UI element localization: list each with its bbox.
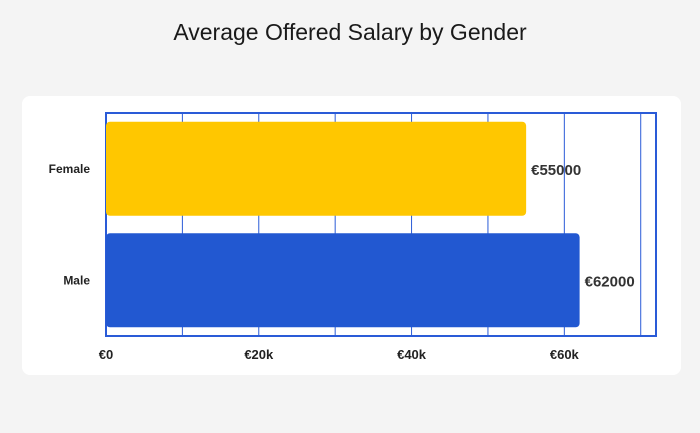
- x-tick-label: €20k: [244, 347, 274, 362]
- x-tick-label: €0: [99, 347, 113, 362]
- x-tick-label: €40k: [397, 347, 427, 362]
- x-tick-label: €60k: [550, 347, 580, 362]
- category-label-male: Male: [63, 273, 90, 287]
- data-label-female: €55000: [531, 162, 581, 179]
- plot-frame: [105, 112, 657, 337]
- data-label-male: €62000: [585, 273, 635, 290]
- bar-male: [106, 233, 580, 328]
- bar-female: [106, 121, 527, 216]
- category-label-female: Female: [49, 162, 91, 176]
- chart-card: Female €55000 Male €62000 €0 €20k €40k €60k: [22, 96, 681, 375]
- bar-chart: Female €55000 Male €62000 €0 €20k €40k €60k: [49, 112, 657, 362]
- chart-title: Average Offered Salary by Gender: [173, 19, 527, 45]
